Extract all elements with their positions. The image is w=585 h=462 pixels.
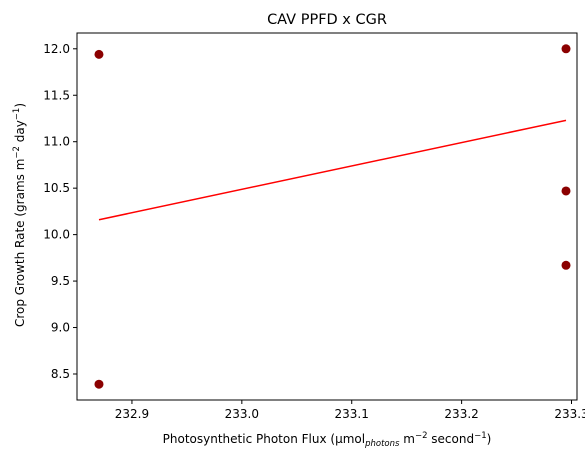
data-point xyxy=(561,260,571,270)
x-tick-label: 232.9 xyxy=(115,407,149,421)
x-tick-label: 233.1 xyxy=(335,407,369,421)
data-point xyxy=(561,44,571,54)
data-point xyxy=(561,186,571,196)
trend-line-group xyxy=(98,119,567,221)
y-axis-ticks: 8.5 9.0 9.5 10.0 10.5 11.0 11.5 12.0 xyxy=(43,42,77,381)
y-axis-label: Crop Growth Rate (grams m−2 day−1) xyxy=(12,103,27,327)
data-point xyxy=(94,379,104,389)
chart-title: CAV PPFD x CGR xyxy=(267,12,387,28)
x-tick-label: 233.3 xyxy=(554,407,585,421)
x-tick-label: 233.0 xyxy=(225,407,259,421)
data-points xyxy=(94,44,571,389)
y-tick-label: 11.5 xyxy=(43,88,70,102)
trend-line xyxy=(98,119,567,221)
x-axis-ticks: 232.9 233.0 233.1 233.2 233.3 xyxy=(115,400,585,421)
plot-area xyxy=(76,32,578,401)
x-axis-label: Photosynthetic Photon Flux (µmolphotons … xyxy=(163,431,492,449)
y-tick-label: 10.5 xyxy=(43,181,70,195)
y-tick-label: 10.0 xyxy=(43,228,70,242)
y-tick-label: 9.0 xyxy=(51,321,70,335)
y-tick-label: 12.0 xyxy=(43,42,70,56)
y-tick-label: 9.5 xyxy=(51,274,70,288)
x-tick-label: 233.2 xyxy=(444,407,478,421)
y-tick-label: 8.5 xyxy=(51,367,70,381)
data-point xyxy=(94,49,104,59)
y-tick-label: 11.0 xyxy=(43,135,70,149)
plot-frame xyxy=(76,32,578,401)
